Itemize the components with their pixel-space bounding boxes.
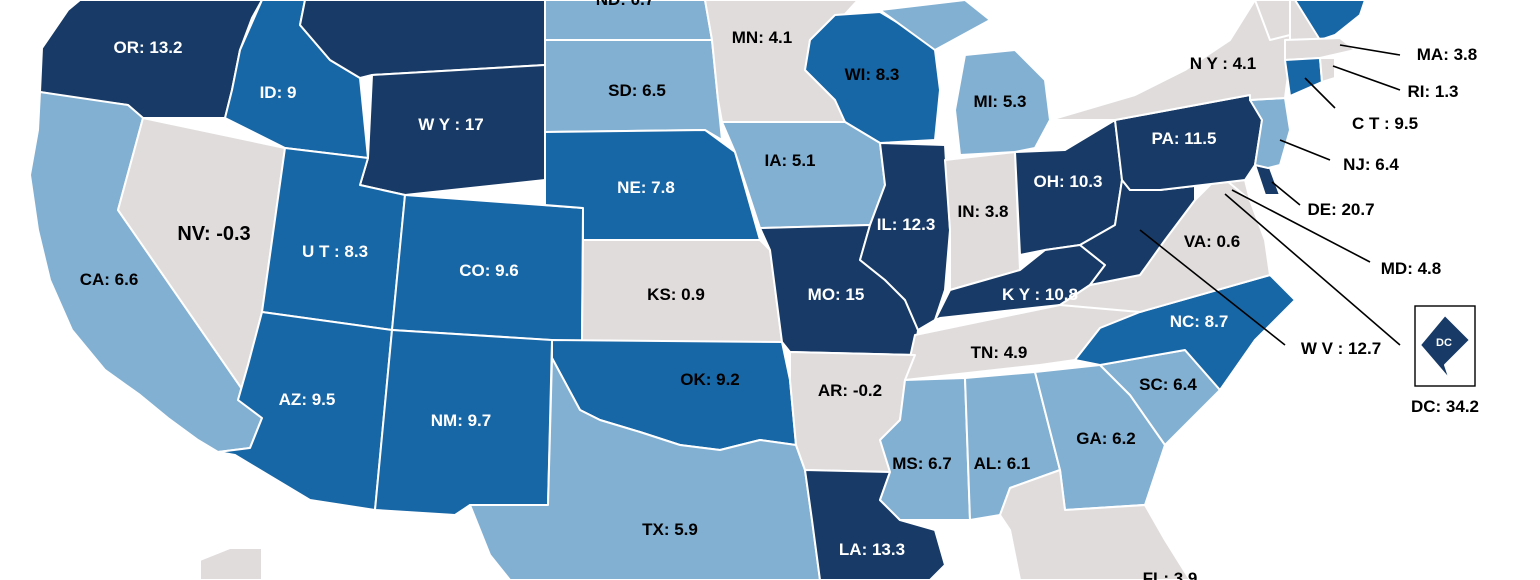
label-nj: NJ: 6.4	[1343, 155, 1399, 174]
label-ct: C T : 9.5	[1352, 114, 1418, 133]
label-mo: MO: 15	[808, 285, 865, 304]
label-al: AL: 6.1	[974, 454, 1031, 473]
label-la: LA: 13.3	[839, 540, 905, 559]
leader-line-ri	[1332, 65, 1401, 91]
leader-line-de	[1271, 181, 1301, 206]
label-ri: RI: 1.3	[1407, 82, 1458, 101]
state-wi	[804, 11, 941, 144]
dc-shape	[1419, 314, 1471, 381]
leader-line-wv	[1139, 229, 1286, 346]
label-ne: NE: 7.8	[617, 178, 675, 197]
label-nc: NC: 8.7	[1170, 312, 1229, 331]
state-mexico-gulf-strip	[199, 547, 263, 580]
label-wv: W V : 12.7	[1301, 339, 1381, 358]
label-wi: WI: 8.3	[845, 65, 900, 84]
dc-inset-label: DC	[1436, 337, 1452, 349]
label-ny: N Y : 4.1	[1190, 54, 1256, 73]
state-de	[1254, 164, 1281, 196]
label-fl: FL: 3.9	[1143, 569, 1198, 580]
label-nv: NV: -0.3	[177, 223, 250, 245]
label-in: IN: 3.8	[957, 202, 1008, 221]
dc-inset: DC	[1414, 305, 1476, 387]
label-ca: CA: 6.6	[80, 270, 139, 289]
leader-line-ct	[1304, 77, 1336, 109]
label-ma: MA: 3.8	[1417, 45, 1477, 64]
label-md: MD: 4.8	[1381, 259, 1441, 278]
label-ks: KS: 0.9	[647, 285, 705, 304]
label-tx: TX: 5.9	[642, 520, 698, 539]
leader-line-dc	[1224, 193, 1401, 346]
state-mi	[879, 0, 1051, 156]
label-nd: ND: 0.7	[596, 0, 655, 9]
label-oh: OH: 10.3	[1034, 172, 1103, 191]
label-ar: AR: -0.2	[818, 381, 882, 400]
label-az: AZ: 9.5	[279, 390, 336, 409]
state-ma	[1284, 37, 1356, 61]
leader-line-ma	[1339, 44, 1401, 56]
label-co: CO: 9.6	[459, 261, 519, 280]
state-in	[944, 151, 1021, 291]
leader-line-md	[1231, 189, 1371, 263]
label-tn: TN: 4.9	[971, 343, 1028, 362]
state-nj	[1249, 97, 1291, 169]
label-sc: SC: 6.4	[1139, 375, 1197, 394]
label-ky: K Y : 10.8	[1002, 285, 1078, 304]
label-or: OR: 13.2	[114, 38, 183, 57]
label-ia: IA: 5.1	[764, 151, 815, 170]
label-de: DE: 20.7	[1307, 200, 1374, 219]
state-nc	[1074, 274, 1296, 391]
label-ga: GA: 6.2	[1076, 429, 1136, 448]
label-id: ID: 9	[260, 83, 297, 102]
label-ut: U T : 8.3	[302, 242, 368, 261]
label-va: VA: 0.6	[1184, 232, 1240, 251]
label-mn: MN: 4.1	[732, 28, 792, 47]
state-fl	[999, 469, 1191, 580]
label-nm: NM: 9.7	[431, 411, 491, 430]
state-wv	[1079, 179, 1196, 286]
label-ok: OK: 9.2	[680, 370, 740, 389]
leader-line-nj	[1279, 139, 1331, 161]
label-pa: PA: 11.5	[1152, 129, 1217, 148]
label-dc: DC: 34.2	[1411, 397, 1479, 416]
label-wy: W Y : 17	[418, 115, 484, 134]
label-mi: MI: 5.3	[974, 92, 1027, 111]
label-ms: MS: 6.7	[892, 454, 952, 473]
state-ri	[1319, 57, 1336, 83]
label-il: IL: 12.3	[877, 215, 936, 234]
state-me	[1294, 0, 1366, 41]
label-sd: SD: 6.5	[608, 81, 666, 100]
